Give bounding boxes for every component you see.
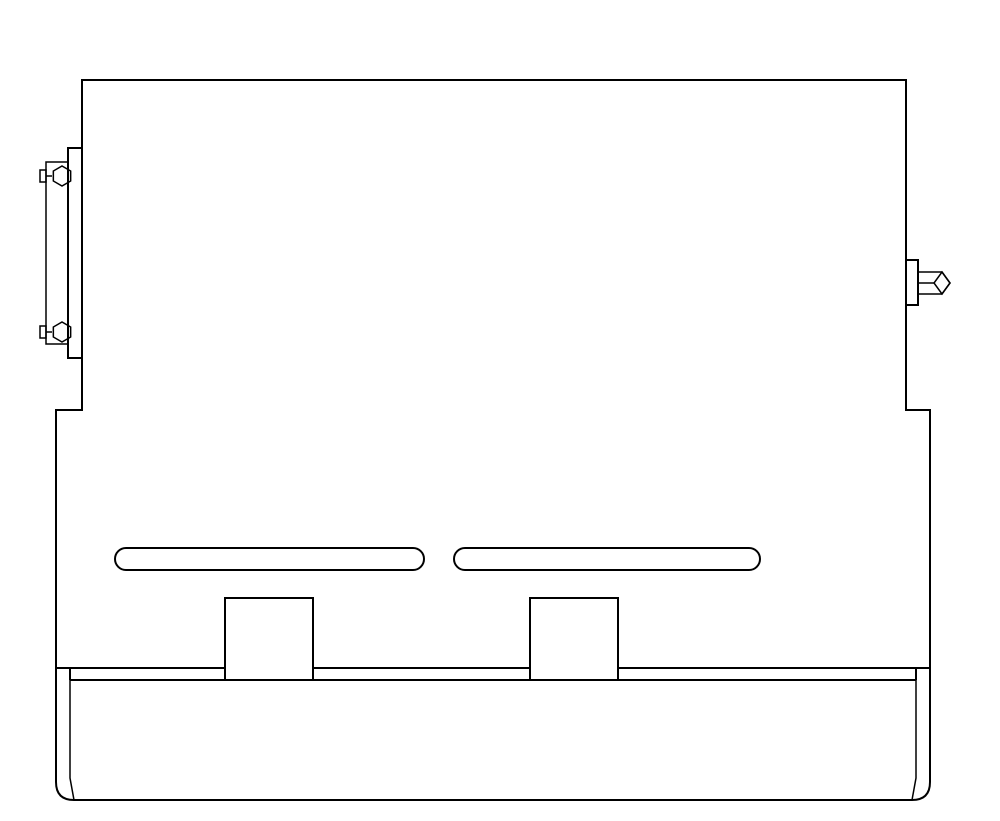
technical-drawing [0, 0, 1000, 821]
